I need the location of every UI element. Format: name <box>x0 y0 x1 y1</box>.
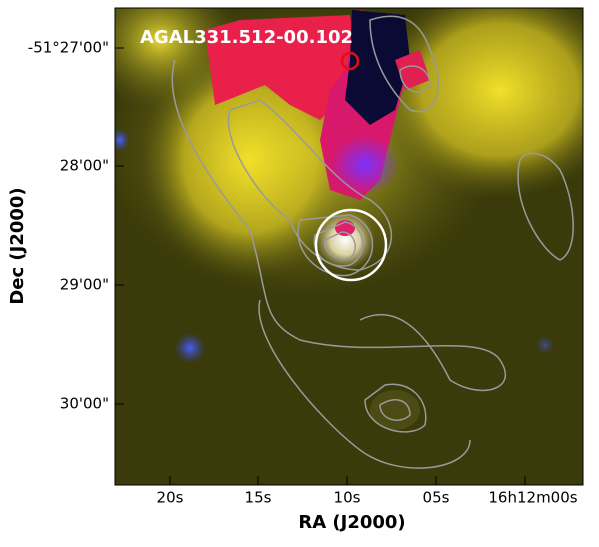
tick-marks <box>115 47 526 485</box>
x-tick-label: 10s <box>334 489 361 507</box>
x-tick-label: 20s <box>157 489 184 507</box>
x-tick-label: 15s <box>245 489 272 507</box>
y-tick-label: 28'00" <box>60 157 109 175</box>
x-tick-label: 05s <box>423 489 450 507</box>
y-axis-label: Dec (J2000) <box>7 187 28 304</box>
false-color-image <box>115 8 583 485</box>
beam-circle <box>314 208 388 282</box>
contours <box>171 15 574 469</box>
image-title: AGAL331.512-00.102 <box>140 27 353 48</box>
x-axis-label: RA (J2000) <box>298 512 405 533</box>
x-tick-label: 16h12m00s <box>488 489 577 507</box>
y-tick-label: -51°27'00" <box>28 39 109 57</box>
y-tick-label: 29'00" <box>60 276 109 294</box>
plot-frame <box>114 7 584 486</box>
source-marker <box>340 51 360 71</box>
y-tick-label: 30'00" <box>60 395 109 413</box>
